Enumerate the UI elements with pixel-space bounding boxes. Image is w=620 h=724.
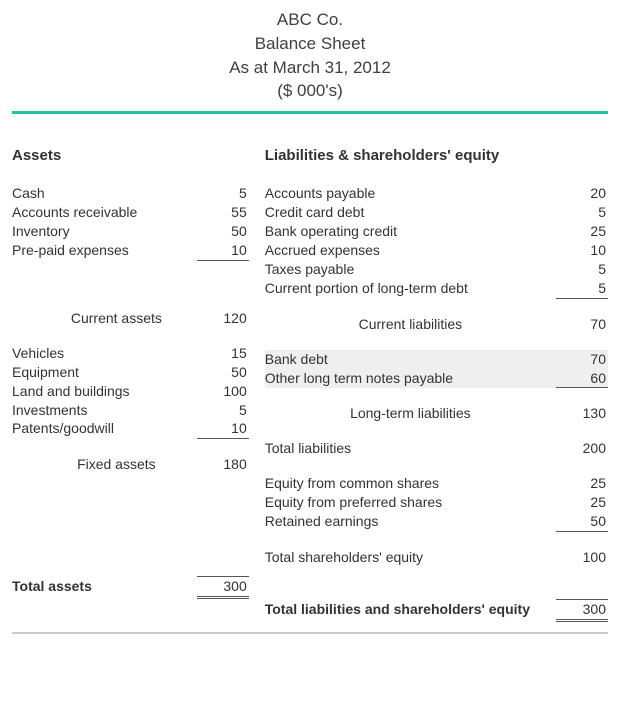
grand-total-label: Total liabilities and shareholders' equi… [265,600,556,619]
equity-value: 50 [556,512,608,532]
liability-label: Credit card debt [265,203,556,222]
subtotal-value: 70 [556,315,608,334]
total-equity-value: 100 [556,548,608,567]
statement-header: ABC Co. Balance Sheet As at March 31, 20… [12,8,608,103]
asset-value: 15 [197,344,249,363]
total-liabilities-row: Total liabilities 200 [265,439,608,458]
liability-label: Other long term notes payable [265,369,556,388]
total-value: 300 [197,576,249,599]
liability-label: Taxes payable [265,260,556,279]
liabilities-column: Liabilities & shareholders' equity Accou… [265,146,608,622]
liability-row: Current portion of long-term debt 5 [265,279,608,299]
total-assets-row: Total assets 300 [12,576,249,599]
grand-total-value: 300 [556,599,608,622]
header-rule [12,111,608,114]
equity-value: 25 [556,474,608,493]
asset-value: 55 [197,203,249,222]
liability-row: Accrued expenses 10 [265,241,608,260]
equity-row: Equity from preferred shares 25 [265,493,608,512]
asset-label: Cash [12,184,197,203]
subtotal-label: Fixed assets [12,455,197,474]
total-equity-row: Total shareholders' equity 100 [265,548,608,567]
asset-label: Equipment [12,363,197,382]
asset-label: Accounts receivable [12,203,197,222]
equity-row: Equity from common shares 25 [265,474,608,493]
asset-row: Patents/goodwill 10 [12,419,249,439]
liability-value: 5 [556,279,608,299]
asset-row: Vehicles 15 [12,344,249,363]
equity-label: Equity from common shares [265,474,556,493]
equity-row: Retained earnings 50 [265,512,608,532]
fixed-assets-subtotal: Fixed assets 180 [12,455,249,474]
asset-label: Patents/goodwill [12,419,197,438]
liability-value: 25 [556,222,608,241]
total-equity-label: Total shareholders' equity [265,548,556,567]
equity-label: Retained earnings [265,512,556,531]
liability-value: 5 [556,260,608,279]
liability-label: Current portion of long-term debt [265,279,556,298]
long-term-liabilities-subtotal: Long-term liabilities 130 [265,404,608,423]
asset-row: Investments 5 [12,401,249,420]
asset-value: 10 [197,241,249,261]
liability-value: 70 [556,350,608,369]
asset-label: Pre-paid expenses [12,241,197,260]
liability-label: Bank debt [265,350,556,369]
total-liabilities-label: Total liabilities [265,439,556,458]
asset-value: 50 [197,222,249,241]
assets-column: Assets Cash 5 Accounts receivable 55 Inv… [12,146,249,622]
grand-total-row: Total liabilities and shareholders' equi… [265,599,608,622]
liability-row: Accounts payable 20 [265,184,608,203]
company-name: ABC Co. [12,8,608,32]
asset-row: Inventory 50 [12,222,249,241]
statement-title: Balance Sheet [12,32,608,56]
liability-row: Bank debt 70 [265,350,608,369]
liability-value: 5 [556,203,608,222]
statement-units: ($ 000's) [12,79,608,103]
liability-value: 20 [556,184,608,203]
liability-value: 10 [556,241,608,260]
liability-value: 60 [556,369,608,389]
asset-value: 100 [197,382,249,401]
footer-rule [12,632,608,634]
asset-value: 50 [197,363,249,382]
subtotal-value: 180 [197,455,249,474]
subtotal-value: 120 [197,309,249,328]
current-liabilities-subtotal: Current liabilities 70 [265,315,608,334]
asset-value: 5 [197,401,249,420]
total-label: Total assets [12,577,197,596]
liability-label: Accounts payable [265,184,556,203]
asset-label: Investments [12,401,197,420]
equity-value: 25 [556,493,608,512]
current-assets-subtotal: Current assets 120 [12,309,249,328]
asset-value: 10 [197,419,249,439]
statement-date: As at March 31, 2012 [12,56,608,80]
asset-row: Equipment 50 [12,363,249,382]
liability-label: Accrued expenses [265,241,556,260]
liability-row: Other long term notes payable 60 [265,369,608,389]
asset-row: Pre-paid expenses 10 [12,241,249,261]
balance-sheet-body: Assets Cash 5 Accounts receivable 55 Inv… [12,146,608,622]
liability-label: Bank operating credit [265,222,556,241]
liability-row: Credit card debt 5 [265,203,608,222]
subtotal-label: Long-term liabilities [265,404,556,423]
subtotal-label: Current liabilities [265,315,556,334]
liability-row: Bank operating credit 25 [265,222,608,241]
assets-heading: Assets [12,146,249,166]
equity-label: Equity from preferred shares [265,493,556,512]
total-liabilities-value: 200 [556,439,608,458]
liability-row: Taxes payable 5 [265,260,608,279]
asset-label: Vehicles [12,344,197,363]
asset-label: Land and buildings [12,382,197,401]
asset-value: 5 [197,184,249,203]
asset-row: Land and buildings 100 [12,382,249,401]
subtotal-value: 130 [556,404,608,423]
subtotal-label: Current assets [12,309,197,328]
asset-row: Cash 5 [12,184,249,203]
asset-label: Inventory [12,222,197,241]
asset-row: Accounts receivable 55 [12,203,249,222]
liabilities-heading: Liabilities & shareholders' equity [265,146,608,166]
